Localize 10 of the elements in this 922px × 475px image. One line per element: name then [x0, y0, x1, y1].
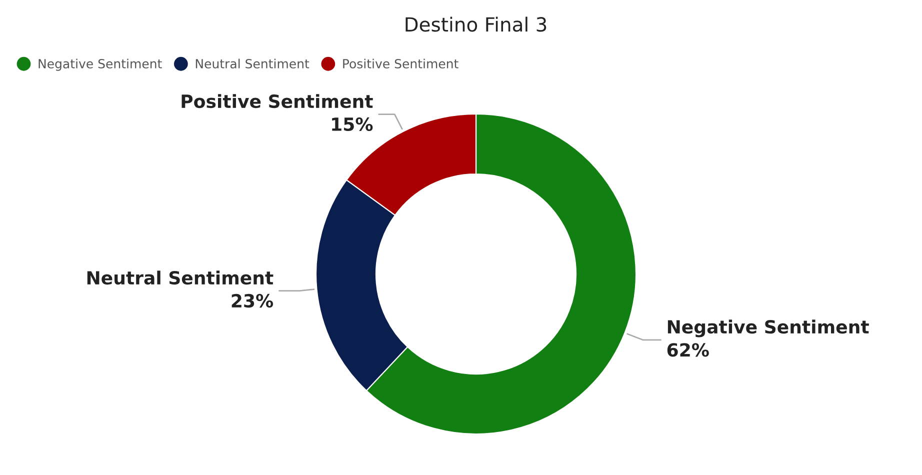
- slice-label: Positive Sentiment: [182, 94, 373, 108]
- data-label: 15%: [332, 117, 373, 132]
- chart-title: Destino Final 3: [406, 16, 546, 32]
- legend-label: Positive Sentiment: [343, 58, 458, 68]
- data-label: 62%: [667, 343, 709, 357]
- slice-label: Neutral Sentiment: [87, 270, 274, 285]
- legend-label: Negative Sentiment: [38, 58, 162, 71]
- slice-label: Negative Sentiment: [668, 320, 869, 338]
- legend-label: Neutral Sentiment: [196, 58, 310, 68]
- data-label: 23%: [232, 294, 274, 308]
